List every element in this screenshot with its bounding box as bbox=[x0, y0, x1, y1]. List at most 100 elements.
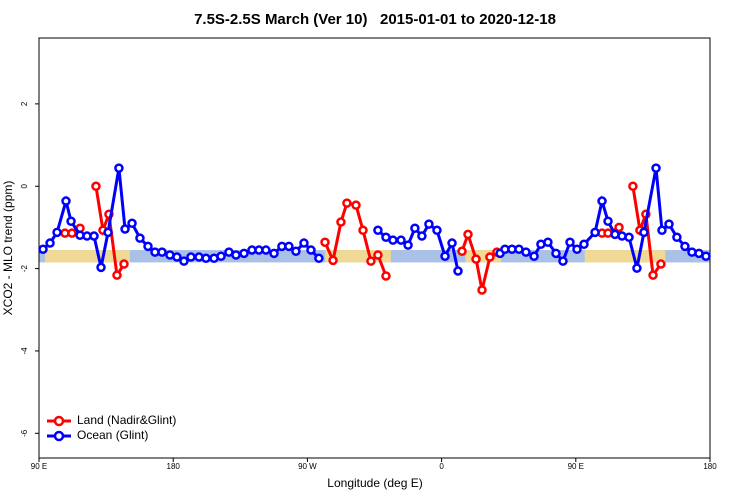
data-point bbox=[135, 233, 145, 243]
data-point bbox=[639, 227, 649, 238]
x-tick-label: 90 E bbox=[31, 462, 47, 471]
data-point bbox=[284, 241, 294, 252]
y-tick-label: 2 bbox=[20, 101, 29, 106]
data-point bbox=[52, 227, 62, 238]
data-point bbox=[453, 266, 463, 276]
data-point bbox=[477, 285, 487, 295]
data-point bbox=[457, 246, 467, 257]
x-tick-label: 180 bbox=[703, 462, 717, 471]
data-point bbox=[551, 248, 561, 259]
chart-title: 7.5S-2.5S March (Ver 10) 2015-01-01 to 2… bbox=[194, 11, 556, 28]
data-point bbox=[572, 244, 582, 254]
data-point bbox=[485, 252, 495, 262]
data-point bbox=[417, 231, 427, 241]
data-point bbox=[172, 252, 182, 262]
data-point bbox=[463, 229, 473, 240]
data-point bbox=[543, 237, 553, 247]
data-point bbox=[565, 237, 575, 247]
x-tick-label: 90 W bbox=[298, 462, 317, 471]
data-point bbox=[680, 241, 690, 252]
land-span bbox=[44, 250, 130, 263]
y-tick-label: -2 bbox=[20, 264, 29, 272]
data-point bbox=[61, 196, 71, 206]
data-point bbox=[403, 240, 413, 250]
data-point bbox=[424, 219, 434, 229]
data-point bbox=[672, 232, 682, 243]
legend-marker bbox=[53, 430, 65, 442]
x-tick-label: 90 E bbox=[568, 462, 584, 471]
data-point bbox=[521, 247, 531, 257]
data-point bbox=[366, 256, 376, 266]
data-point bbox=[471, 254, 481, 264]
data-point bbox=[320, 237, 330, 247]
data-point bbox=[328, 255, 338, 266]
data-point bbox=[96, 262, 106, 273]
data-point bbox=[632, 263, 642, 273]
x-tick-label: 0 bbox=[439, 462, 444, 471]
data-point bbox=[231, 250, 241, 260]
data-point bbox=[239, 248, 249, 259]
data-point bbox=[67, 228, 77, 238]
data-point bbox=[396, 235, 406, 245]
x-tick-label: 180 bbox=[167, 462, 181, 471]
data-point bbox=[579, 239, 589, 250]
data-point bbox=[291, 246, 301, 257]
data-point bbox=[597, 196, 607, 206]
data-point bbox=[89, 231, 99, 241]
data-point bbox=[358, 225, 368, 236]
y-axis-label: XCO2 - MLO trend (ppm) bbox=[1, 181, 15, 316]
data-point bbox=[624, 232, 634, 243]
data-point bbox=[342, 198, 352, 208]
data-point bbox=[261, 245, 271, 255]
data-point bbox=[119, 259, 129, 269]
data-point bbox=[447, 238, 457, 248]
data-point bbox=[45, 238, 55, 248]
data-point bbox=[157, 247, 167, 257]
data-point bbox=[614, 222, 624, 233]
data-point bbox=[701, 251, 711, 261]
legend-marker bbox=[53, 415, 65, 427]
data-point bbox=[299, 238, 309, 248]
y-tick-label: -6 bbox=[20, 429, 29, 437]
data-point bbox=[388, 235, 398, 245]
x-axis-label: Longitude (deg E) bbox=[327, 476, 422, 490]
data-point bbox=[38, 244, 48, 254]
data-point bbox=[648, 270, 658, 280]
data-point bbox=[373, 225, 383, 236]
data-point bbox=[651, 163, 661, 173]
plot-frame bbox=[38, 37, 711, 459]
legend-label: Ocean (Glint) bbox=[77, 428, 148, 442]
data-point bbox=[120, 224, 130, 234]
data-point bbox=[410, 223, 420, 233]
data-point bbox=[127, 218, 137, 229]
data-point bbox=[656, 259, 666, 269]
data-point bbox=[373, 250, 383, 260]
data-point bbox=[269, 248, 279, 259]
data-point bbox=[351, 200, 361, 210]
data-point bbox=[381, 271, 391, 281]
data-point bbox=[66, 216, 76, 226]
data-point bbox=[590, 227, 600, 238]
data-point bbox=[336, 217, 346, 227]
data-point bbox=[216, 251, 226, 261]
data-point bbox=[112, 270, 122, 280]
data-point bbox=[628, 181, 638, 191]
data-point bbox=[306, 245, 316, 255]
data-point bbox=[201, 253, 211, 264]
y-tick-label: -4 bbox=[20, 347, 29, 355]
legend-label: Land (Nadir&Glint) bbox=[77, 413, 176, 427]
data-point bbox=[114, 163, 124, 173]
data-point bbox=[529, 251, 539, 261]
data-point bbox=[103, 227, 113, 238]
data-point bbox=[664, 219, 674, 229]
y-tick-label: 0 bbox=[20, 183, 29, 188]
data-point bbox=[440, 251, 450, 261]
data-point bbox=[314, 253, 324, 264]
data-point bbox=[603, 216, 613, 226]
data-point bbox=[657, 225, 667, 236]
data-point bbox=[558, 256, 568, 266]
land-span bbox=[584, 250, 666, 263]
data-point bbox=[432, 225, 442, 236]
data-point bbox=[91, 181, 101, 191]
